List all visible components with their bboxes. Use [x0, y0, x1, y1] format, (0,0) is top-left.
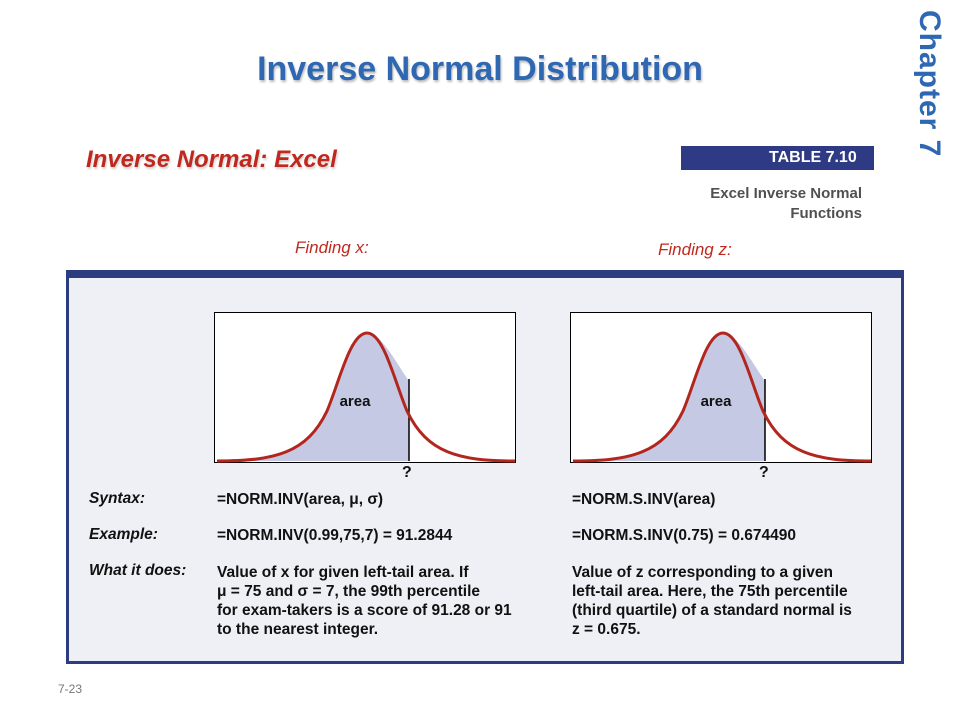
left-area-label: area	[340, 393, 372, 410]
right-normal-curve-svg: area	[572, 331, 872, 463]
table-caption-line-1: Excel Inverse Normal	[710, 185, 862, 202]
left-syntax-cell: =NORM.INV(area, μ, σ)	[217, 491, 384, 508]
left-example-cell: =NORM.INV(0.99,75,7) = 91.2844	[217, 527, 453, 544]
chapter-label: Chapter 7	[913, 10, 946, 158]
right-shaded-area	[573, 333, 765, 461]
left-normal-curve-diagram: area	[214, 312, 516, 463]
left-what-line-4: to the nearest integer.	[217, 621, 379, 638]
left-normal-curve	[216, 331, 516, 463]
left-question-mark: ?	[402, 464, 412, 481]
right-question-mark: ?	[759, 464, 769, 481]
right-area-label: area	[701, 393, 733, 410]
finding-x-heading: Finding x:	[295, 238, 369, 257]
example-row-label: Example:	[89, 526, 158, 543]
left-what-it-does-cell: Value of x for given left-tail area. If …	[217, 563, 512, 639]
right-syntax-cell: =NORM.S.INV(area)	[572, 491, 716, 508]
left-normal-curve-svg: area	[216, 331, 516, 463]
page-number: 7-23	[58, 682, 83, 696]
left-what-line-1: Value of x for given left-tail area. If	[217, 564, 469, 581]
left-shaded-area	[217, 333, 409, 461]
what-it-does-row-label: What it does:	[89, 562, 187, 579]
left-what-line-2: μ = 75 and σ = 7, the 99th percentile	[217, 583, 481, 600]
table-number-header: TABLE 7.10	[681, 146, 874, 170]
right-normal-curve	[572, 331, 872, 463]
right-normal-curve-diagram: area	[570, 312, 872, 463]
syntax-row-label: Syntax:	[89, 490, 145, 507]
excel-functions-table: area ? area ? Syntax: Example: What it d…	[66, 270, 904, 664]
table-caption-line-2: Functions	[790, 205, 862, 222]
right-what-line-2: left-tail area. Here, the 75th percentil…	[572, 583, 848, 600]
finding-z-heading: Finding z:	[658, 240, 732, 259]
right-what-line-4: z = 0.675.	[572, 621, 641, 638]
right-what-it-does-cell: Value of z corresponding to a given left…	[572, 563, 852, 639]
slide-subtitle: Inverse Normal: Excel	[86, 146, 337, 173]
right-what-line-1: Value of z corresponding to a given	[572, 564, 833, 581]
slide-title: Inverse Normal Distribution	[257, 50, 703, 88]
left-what-line-3: for exam-takers is a score of 91.28 or 9…	[217, 602, 512, 619]
table-caption: Excel Inverse Normal Functions	[700, 184, 862, 224]
right-example-cell: =NORM.S.INV(0.75) = 0.674490	[572, 527, 797, 544]
right-what-line-3: (third quartile) of a standard normal is	[572, 602, 852, 619]
